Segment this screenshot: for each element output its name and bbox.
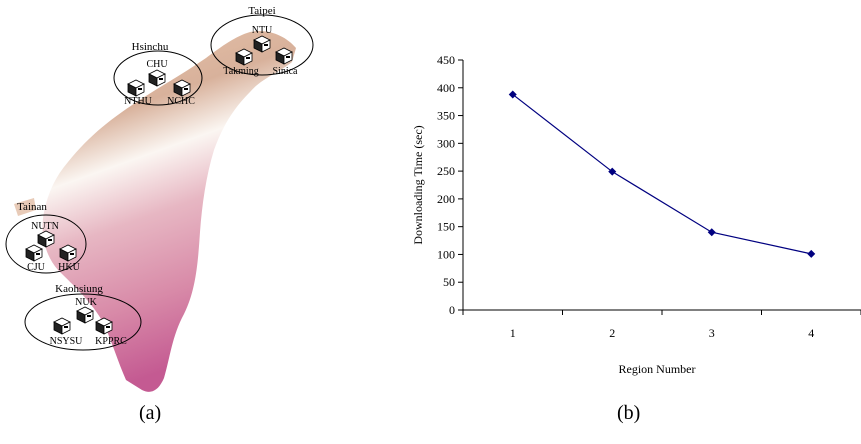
plot-area (508, 90, 816, 258)
site-label: NCHC (167, 96, 195, 107)
chart-axes (462, 60, 861, 311)
taiwan-island-shape (42, 30, 296, 392)
server-icon (95, 317, 113, 335)
x-tick-label: 2 (609, 326, 615, 340)
x-ticks: 1 2 3 4 (462, 310, 861, 340)
y-axis-label: Downloading Time (sec) (411, 125, 425, 244)
server-icon (148, 69, 166, 87)
site-label: NTU (252, 25, 273, 36)
region-taipei: Taipei NTU Takming Sinica (210, 5, 314, 77)
taiwan-map: Taipei NTU Takming Sinica Hsinchu CHU NT… (5, 5, 314, 392)
region-kaohsiung: Kaohsiung NUK NSYSU KPPRC (24, 283, 142, 351)
server-icon (275, 47, 293, 65)
region-label: Taipei (248, 5, 275, 17)
server-icon (235, 48, 253, 66)
region-tainan: Tainan NUTN CJU HKU (5, 201, 87, 274)
site-label: Sinica (273, 66, 299, 77)
site-label: NUK (75, 297, 97, 308)
download-time-chart-panel: 0 50 100 150 200 250 300 350 400 450 1 2 3 4 Downloa… (400, 40, 861, 390)
x-tick-label: 3 (709, 326, 715, 340)
y-tick-label: 450 (437, 53, 455, 67)
taiwan-map-panel: Taipei NTU Takming Sinica Hsinchu CHU NT… (0, 0, 330, 439)
data-point-marker (508, 90, 517, 99)
y-tick-label: 150 (437, 220, 455, 234)
penghu-islet (14, 198, 36, 216)
y-tick-label: 250 (437, 164, 455, 178)
site-label: KPPRC (95, 336, 127, 347)
server-icon (253, 35, 271, 53)
site-label: NTHU (124, 96, 153, 107)
y-tick-label: 100 (437, 247, 455, 261)
server-icon (25, 244, 43, 262)
data-point-marker (608, 167, 617, 176)
region-label: Tainan (17, 201, 47, 213)
caption-b: (b) (617, 402, 641, 424)
server-icon (59, 244, 77, 262)
server-icon (37, 230, 55, 248)
download-time-chart: 0 50 100 150 200 250 300 350 400 450 1 2 3 4 Downloa… (411, 53, 861, 376)
region-label: Kaohsiung (55, 283, 103, 295)
x-tick-label: 4 (808, 326, 814, 340)
site-label: HKU (58, 262, 80, 273)
site-label: Takming (223, 66, 258, 77)
data-point-marker (807, 249, 816, 258)
region-hsinchu: Hsinchu CHU NTHU NCHC (113, 41, 203, 107)
y-tick-label: 200 (437, 192, 455, 206)
data-point-marker (707, 228, 716, 237)
site-label: CHU (146, 59, 168, 70)
y-tick-label: 350 (437, 109, 455, 123)
region-label: Hsinchu (132, 41, 169, 53)
site-label: NUTN (31, 221, 59, 232)
server-icon (53, 317, 71, 335)
caption-a: (a) (139, 402, 162, 424)
y-tick-label: 300 (437, 136, 455, 150)
server-icon (76, 306, 94, 324)
y-tick-label: 0 (449, 303, 455, 317)
series-line (512, 93, 812, 255)
x-tick-label: 1 (510, 326, 516, 340)
site-label: NSYSU (50, 336, 84, 347)
site-label: CJU (27, 262, 46, 273)
x-axis-label: Region Number (619, 362, 696, 376)
y-tick-label: 50 (443, 275, 455, 289)
server-icon (127, 79, 145, 97)
y-ticks: 0 50 100 150 200 250 300 350 400 450 (437, 53, 463, 317)
server-icon (173, 79, 191, 97)
y-tick-label: 400 (437, 81, 455, 95)
